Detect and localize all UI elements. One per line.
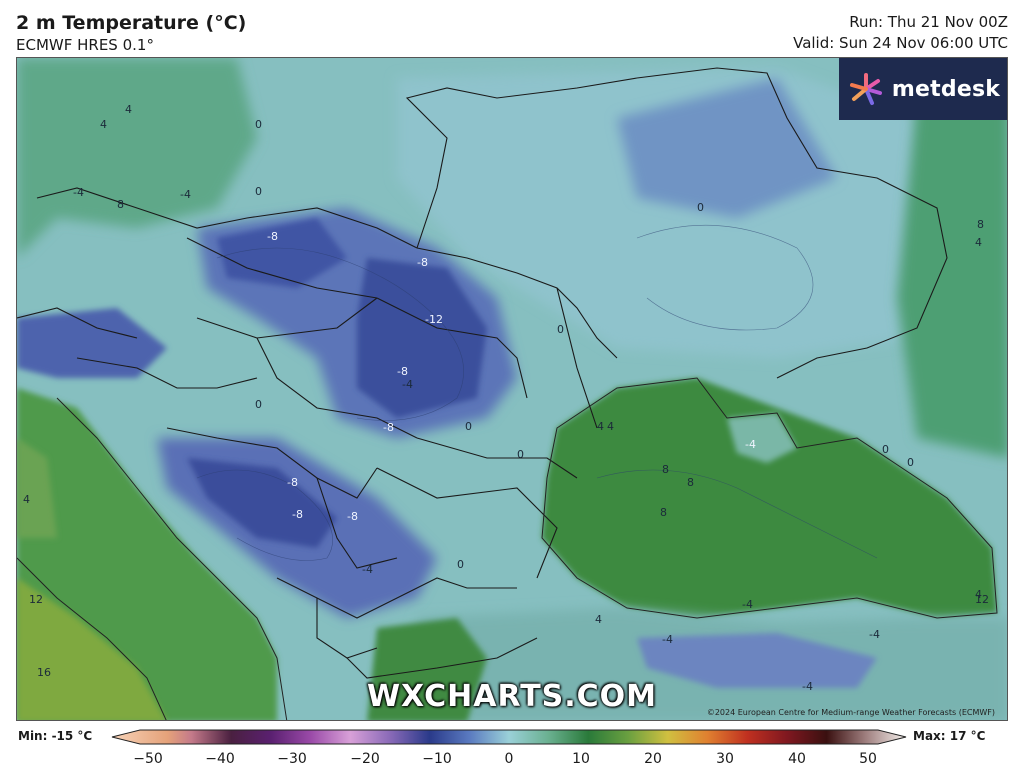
run-time: Run: Thu 21 Nov 00Z: [849, 13, 1008, 31]
contour-label: -12: [425, 313, 443, 326]
country-borders: [17, 67, 948, 679]
contour-label: -4: [869, 628, 880, 641]
contour-label: 16: [37, 666, 51, 679]
contour-label: 8: [662, 463, 669, 476]
contour-label: -4: [662, 633, 673, 646]
legend-min-label: Min: -15 °C: [18, 729, 93, 743]
legend-tick: 40: [788, 751, 806, 767]
black-sea: [542, 378, 997, 618]
contour-label: 4: [23, 493, 30, 506]
contour-label: -8: [383, 421, 394, 434]
model-name: ECMWF HRES 0.1°: [16, 36, 154, 54]
italy: [17, 578, 166, 720]
legend-tick: −50: [133, 751, 163, 767]
contour-lines: [196, 224, 878, 561]
metdesk-logo-icon: [849, 73, 882, 105]
temperature-map[interactable]: -8 -12 -8 -8 -4 -8 -8 -8 -8 0 0 0 4 4 8 …: [16, 57, 1008, 721]
chart-title: 2 m Temperature (°C): [16, 12, 247, 34]
coastlines: [17, 377, 998, 720]
metdesk-logo-text: metdesk: [891, 76, 1001, 102]
contour-label: 0: [697, 201, 704, 214]
contour-label: -4: [402, 378, 413, 391]
east-green: [897, 78, 1007, 458]
contour-label: -8: [347, 510, 358, 523]
balkan-very-cold: [187, 458, 337, 548]
contour-label: 4: [125, 103, 132, 116]
contour-label: 4: [975, 236, 982, 249]
legend-tick: −10: [422, 751, 452, 767]
legend-tick: 10: [572, 751, 590, 767]
valid-time: Valid: Sun 24 Nov 06:00 UTC: [793, 34, 1008, 52]
contour-label: 4: [607, 420, 614, 433]
contour-label: -8: [292, 508, 303, 521]
ecmwf-copyright: ©2024 European Centre for Medium-range W…: [706, 708, 995, 717]
contour-label: 8: [660, 506, 667, 519]
contour-label: 0: [255, 118, 262, 131]
legend-tick: −30: [277, 751, 307, 767]
contour-label: -4: [180, 188, 191, 201]
anatolia-cold: [637, 633, 877, 688]
contour-label: -4: [802, 680, 813, 693]
contour-label: -4: [362, 563, 373, 576]
cold-area-north: [617, 78, 837, 218]
contour-label: 12: [29, 593, 43, 606]
contour-label: 8: [117, 198, 124, 211]
metdesk-logo[interactable]: metdesk: [839, 58, 1007, 120]
contour-label: 12: [975, 593, 989, 606]
legend-max-label: Max: 17 °C: [913, 729, 986, 743]
contour-label: -8: [287, 476, 298, 489]
legend-tick: −40: [205, 751, 235, 767]
contour-label: -8: [267, 230, 278, 243]
contour-label: 4: [595, 613, 602, 626]
contour-label: 0: [255, 185, 262, 198]
contour-label: 4: [975, 588, 982, 601]
legend-tick: 30: [716, 751, 734, 767]
legend-tick: 50: [859, 751, 877, 767]
map-canvas: [17, 58, 1007, 720]
contour-label: 8: [977, 218, 984, 231]
legend-tick: 0: [504, 751, 514, 767]
alps-cold: [17, 308, 167, 378]
carpathian-very-cold: [357, 258, 487, 418]
contour-label: -4: [742, 598, 753, 611]
legend-tick: −20: [350, 751, 380, 767]
contour-label: 0: [882, 443, 889, 456]
contour-label: 4: [100, 118, 107, 131]
contour-label: 0: [255, 398, 262, 411]
contour-label: -4: [73, 186, 84, 199]
contour-label: 0: [907, 456, 914, 469]
contour-label: 0: [465, 420, 472, 433]
contour-label: 0: [517, 448, 524, 461]
tatra-cold: [217, 218, 347, 288]
contour-label: -8: [397, 365, 408, 378]
contour-label: 0: [557, 323, 564, 336]
contour-label: 8: [687, 476, 694, 489]
crimea: [727, 413, 797, 463]
legend-colorbar: [111, 729, 907, 745]
contour-label: -4: [745, 438, 756, 451]
wxcharts-watermark: WXCHARTS.COM: [366, 679, 658, 714]
header-right: Run: Thu 21 Nov 00Z Valid: Sun 24 Nov 06…: [793, 12, 1008, 54]
italy-north: [17, 438, 57, 538]
color-legend: Min: -15 °C Max: 17 °C: [0, 724, 1024, 784]
west-green: [17, 58, 257, 258]
contour-label: 0: [457, 558, 464, 571]
legend-tick: 20: [644, 751, 662, 767]
contour-label: -8: [417, 256, 428, 269]
header-left: 2 m Temperature (°C) ECMWF HRES 0.1°: [16, 10, 246, 54]
contour-label: 4: [597, 420, 604, 433]
